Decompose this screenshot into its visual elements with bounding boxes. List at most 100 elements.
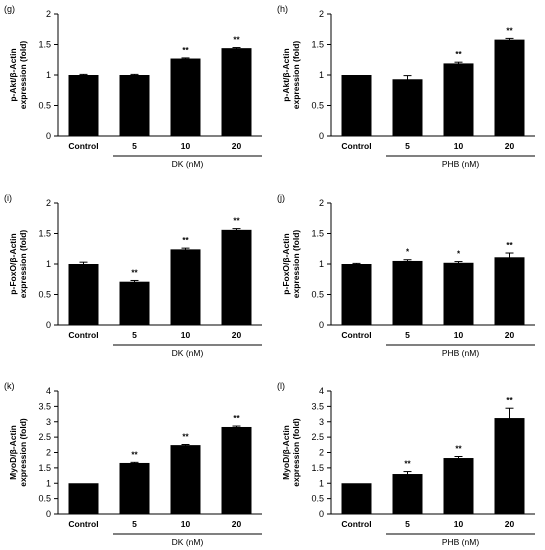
chart-panel: (j) 0 0.5 1 1.5 2 p-FoxO/β-Actin expression (fo… bbox=[277, 193, 535, 358]
category-label: Control bbox=[341, 330, 371, 340]
bar bbox=[170, 249, 201, 325]
bar bbox=[443, 458, 474, 514]
group-label: PHB (nM) bbox=[442, 348, 479, 358]
y-tick-label: 2 bbox=[46, 9, 51, 19]
y-axis-title: expression (fold) bbox=[291, 418, 301, 487]
y-tick-label: 2 bbox=[319, 9, 324, 19]
group-label: DK (nM) bbox=[172, 348, 204, 358]
panel-label: (h) bbox=[277, 4, 288, 14]
group-label: DK (nM) bbox=[172, 159, 204, 169]
category-label: 10 bbox=[181, 141, 191, 151]
bar bbox=[170, 58, 201, 136]
y-tick-label: 0.5 bbox=[311, 101, 324, 111]
bar bbox=[494, 257, 525, 325]
y-tick-label: 0.5 bbox=[311, 494, 324, 504]
y-tick-label: 1.5 bbox=[311, 229, 324, 239]
y-tick-label: 1 bbox=[319, 259, 324, 269]
y-tick-label: 3 bbox=[46, 417, 51, 427]
bar bbox=[392, 79, 423, 136]
significance-marker: ** bbox=[233, 414, 240, 423]
y-tick-label: 1.5 bbox=[38, 40, 51, 50]
category-label: Control bbox=[68, 330, 98, 340]
y-tick-label: 3 bbox=[319, 417, 324, 427]
group-label: DK (nM) bbox=[172, 537, 204, 547]
bar bbox=[494, 418, 525, 514]
y-tick-label: 2.5 bbox=[38, 432, 51, 442]
bar bbox=[341, 264, 372, 325]
y-tick-label: 1.5 bbox=[38, 463, 51, 473]
y-tick-label: 0 bbox=[46, 131, 51, 141]
chart-panel: (l) 0 0.5 1 1.5 2 2.5 3 3.5 4 MyoD/β-Actin expressi… bbox=[277, 381, 535, 547]
y-axis-title: MyoD/β-Actin bbox=[281, 425, 291, 480]
category-label: 20 bbox=[232, 141, 242, 151]
y-tick-label: 0.5 bbox=[38, 101, 51, 111]
y-tick-label: 2 bbox=[319, 448, 324, 458]
y-tick-label: 1 bbox=[46, 259, 51, 269]
category-label: 10 bbox=[454, 519, 464, 529]
bar bbox=[494, 39, 525, 137]
y-axis-title: MyoD/β-Actin bbox=[8, 425, 18, 480]
significance-marker: ** bbox=[131, 450, 138, 459]
panel-label: (g) bbox=[4, 4, 15, 14]
y-axis-title: expression (fold) bbox=[18, 418, 28, 487]
y-tick-label: 0 bbox=[319, 131, 324, 141]
significance-marker: ** bbox=[404, 460, 411, 469]
y-axis-title: expression (fold) bbox=[291, 230, 301, 299]
y-tick-label: 3.5 bbox=[311, 401, 324, 411]
significance-marker: ** bbox=[182, 46, 189, 55]
panel-label: (l) bbox=[277, 381, 285, 391]
significance-marker: ** bbox=[233, 217, 240, 226]
y-tick-label: 4 bbox=[46, 386, 51, 396]
category-label: 20 bbox=[505, 330, 515, 340]
y-tick-label: 4 bbox=[319, 386, 324, 396]
bar bbox=[119, 75, 150, 136]
panel-label: (j) bbox=[277, 193, 285, 203]
chart-panel: (i) 0 0.5 1 1.5 2 p-FoxO/β-Actin expression (fo… bbox=[4, 193, 262, 358]
category-label: Control bbox=[68, 519, 98, 529]
y-tick-label: 0 bbox=[319, 320, 324, 330]
significance-marker: ** bbox=[131, 268, 138, 277]
y-tick-label: 0.5 bbox=[311, 290, 324, 300]
y-axis-title: p-FoxO/β-Actin bbox=[8, 233, 18, 294]
category-label: 5 bbox=[405, 330, 410, 340]
chart-panel: (h) 0 0.5 1 1.5 2 p-Akt/β-Actin expression (fol… bbox=[277, 4, 535, 169]
y-tick-label: 1.5 bbox=[311, 40, 324, 50]
bar bbox=[341, 75, 372, 136]
y-tick-label: 3.5 bbox=[38, 401, 51, 411]
y-tick-label: 1.5 bbox=[311, 463, 324, 473]
significance-marker: ** bbox=[455, 444, 462, 453]
y-axis-title: expression (fold) bbox=[18, 230, 28, 299]
significance-marker: ** bbox=[233, 36, 240, 45]
significance-marker: ** bbox=[506, 241, 513, 250]
y-tick-label: 1 bbox=[319, 70, 324, 80]
category-label: 10 bbox=[181, 330, 191, 340]
category-label: 5 bbox=[132, 330, 137, 340]
y-tick-label: 0.5 bbox=[38, 290, 51, 300]
bar bbox=[392, 260, 423, 325]
category-label: 5 bbox=[405, 519, 410, 529]
bar bbox=[443, 63, 474, 136]
y-tick-label: 1 bbox=[46, 478, 51, 488]
category-label: 20 bbox=[232, 519, 242, 529]
chart-panel: (g) 0 0.5 1 1.5 2 p-Akt/β-Actin expression (fol… bbox=[4, 4, 262, 169]
significance-marker: * bbox=[457, 250, 461, 259]
bar bbox=[443, 262, 474, 325]
y-tick-label: 0 bbox=[319, 509, 324, 519]
bar bbox=[221, 48, 252, 136]
y-tick-label: 2 bbox=[46, 198, 51, 208]
category-label: 5 bbox=[405, 141, 410, 151]
bar bbox=[170, 445, 201, 514]
bar bbox=[119, 281, 150, 325]
group-label: PHB (nM) bbox=[442, 159, 479, 169]
significance-marker: ** bbox=[506, 396, 513, 405]
panel-label: (k) bbox=[4, 381, 15, 391]
bar bbox=[68, 483, 99, 514]
category-label: 5 bbox=[132, 141, 137, 151]
y-axis-title: expression (fold) bbox=[291, 41, 301, 110]
panel-label: (i) bbox=[4, 193, 12, 203]
category-label: Control bbox=[341, 141, 371, 151]
category-label: 5 bbox=[132, 519, 137, 529]
y-axis-title: p-Akt/β-Actin bbox=[281, 48, 291, 101]
y-tick-label: 1 bbox=[319, 478, 324, 488]
